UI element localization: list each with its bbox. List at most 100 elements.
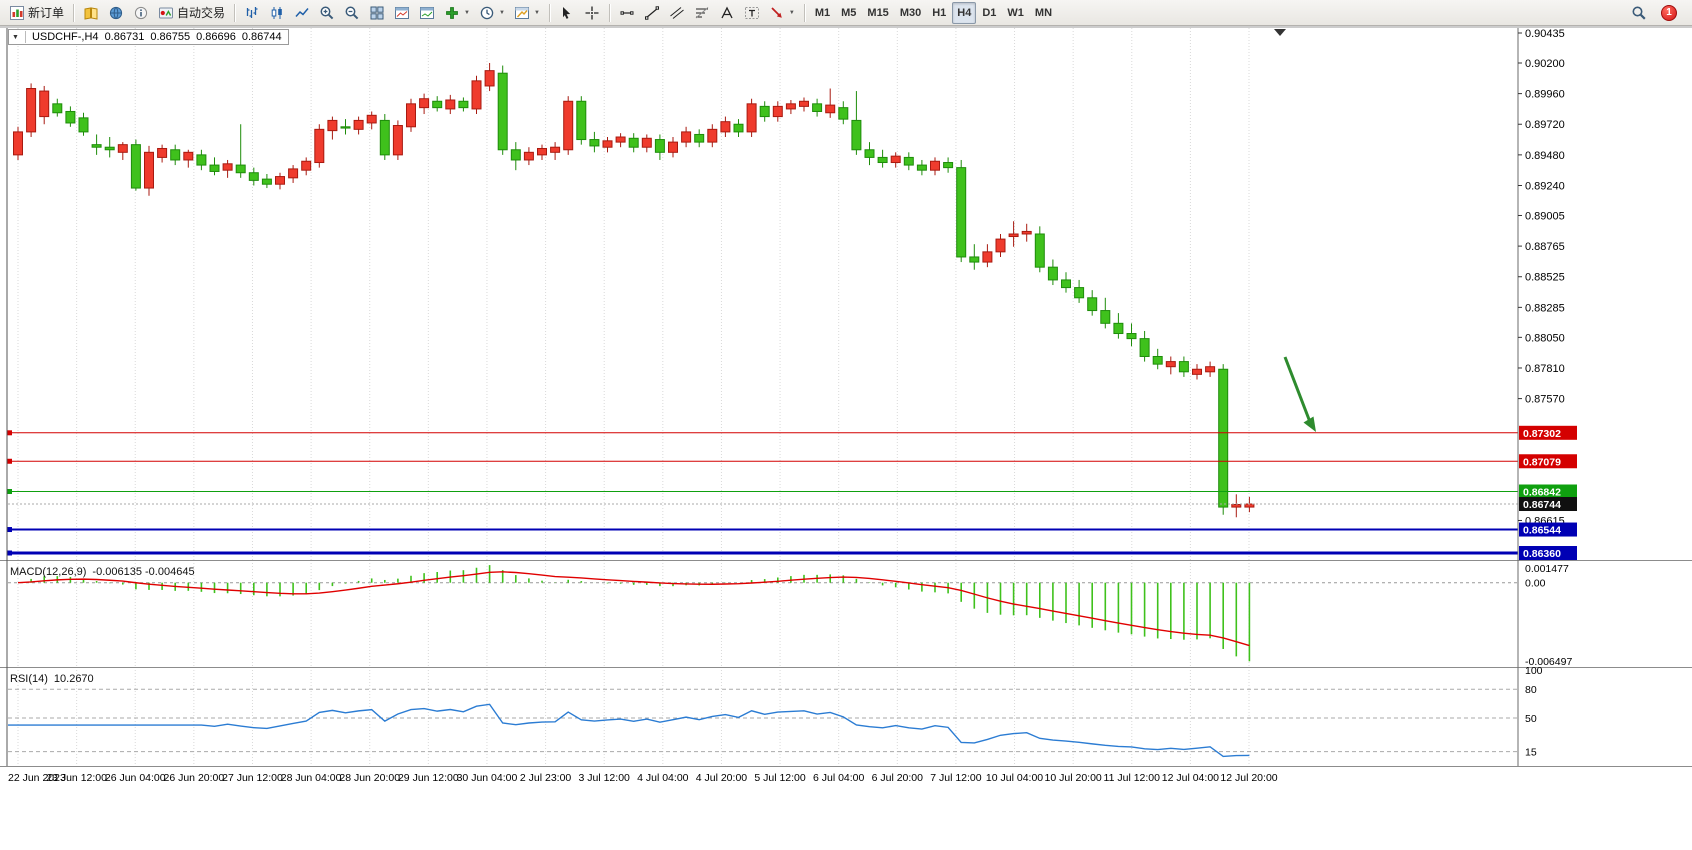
price-tag bbox=[1519, 425, 1577, 440]
bar-chart-mode-button[interactable] bbox=[240, 2, 264, 24]
info-icon bbox=[133, 5, 149, 21]
rsi-name: RSI(14) bbox=[10, 673, 48, 685]
candle-body bbox=[26, 88, 37, 133]
community-button[interactable] bbox=[104, 2, 128, 24]
templates-button[interactable]: ▼ bbox=[510, 2, 544, 24]
template-icon bbox=[514, 5, 530, 21]
arrow-annotation-head[interactable] bbox=[1303, 416, 1317, 433]
timeframe-h4[interactable]: H4 bbox=[952, 1, 977, 24]
candle-body bbox=[668, 141, 678, 153]
timeframe-m5[interactable]: M5 bbox=[836, 2, 861, 24]
chart-profiles-button[interactable] bbox=[415, 2, 439, 24]
new-order-button[interactable]: 新订单 bbox=[5, 2, 68, 24]
candle-body bbox=[523, 151, 534, 161]
candle-body bbox=[484, 70, 495, 87]
label-button[interactable] bbox=[740, 2, 764, 24]
cursor-button[interactable] bbox=[555, 2, 579, 24]
candle-body bbox=[1087, 297, 1098, 312]
tile-windows-button[interactable] bbox=[365, 2, 389, 24]
rsi-indicator-label: RSI(14) 10.2670 bbox=[10, 673, 100, 685]
zoom-out-button[interactable] bbox=[340, 2, 364, 24]
candle-body bbox=[1100, 310, 1111, 324]
timeframe-h1[interactable]: H1 bbox=[927, 2, 951, 24]
candle-body bbox=[537, 147, 547, 156]
candlestick-mode-button[interactable] bbox=[265, 2, 289, 24]
periods-button[interactable]: ▼ bbox=[475, 2, 509, 24]
search-button[interactable] bbox=[1627, 2, 1651, 24]
trendline-button[interactable] bbox=[640, 2, 664, 24]
chart-window-icon bbox=[394, 5, 410, 21]
horizontal-line-icon bbox=[619, 5, 635, 21]
notification-badge[interactable]: 1 bbox=[1661, 4, 1677, 21]
toolbar-right-group: 1 bbox=[1627, 2, 1687, 24]
arrows-button[interactable]: ▼ bbox=[765, 2, 799, 24]
candle-body bbox=[681, 131, 692, 143]
collapse-chart-icon[interactable]: ▼ bbox=[12, 33, 19, 41]
price-axis-label: 0.89240 bbox=[1525, 180, 1565, 192]
price-axis-label: 0.88525 bbox=[1525, 272, 1565, 284]
fibonacci-button[interactable] bbox=[690, 2, 714, 24]
candle-body bbox=[340, 126, 351, 129]
auto-trading-label: 自动交易 bbox=[177, 6, 226, 20]
separator bbox=[608, 3, 610, 22]
price-axis-label: 0.88050 bbox=[1525, 332, 1565, 344]
timeframe-w1[interactable]: W1 bbox=[1002, 2, 1029, 24]
chart-profile-icon bbox=[419, 5, 435, 21]
candle-body bbox=[52, 103, 63, 114]
line-chart-mode-button[interactable] bbox=[290, 2, 314, 24]
candle-body bbox=[392, 125, 403, 156]
chart-title-box[interactable]: ▼ USDCHF-,H4 0.86731 0.86755 0.86696 0.8… bbox=[8, 29, 289, 45]
indicators-button[interactable]: ▼ bbox=[440, 2, 474, 24]
line-handle[interactable] bbox=[7, 430, 12, 436]
line-handle[interactable] bbox=[7, 489, 12, 495]
auto-trading-button[interactable]: 自动交易 bbox=[154, 2, 229, 24]
info-button[interactable] bbox=[129, 2, 153, 24]
new-order-label: 新订单 bbox=[28, 6, 65, 20]
arrow-object-icon bbox=[769, 5, 785, 21]
timeframe-d1[interactable]: D1 bbox=[977, 2, 1001, 24]
date-label: 5 Jul 12:00 bbox=[754, 772, 806, 784]
price-tag bbox=[1519, 546, 1577, 561]
arrow-annotation[interactable] bbox=[1283, 356, 1312, 423]
channel-icon bbox=[669, 5, 685, 21]
separator bbox=[803, 3, 805, 22]
price-axis-label: 0.89960 bbox=[1525, 89, 1565, 101]
timeframe-m15[interactable]: M15 bbox=[862, 2, 893, 24]
timeframe-m1[interactable]: M1 bbox=[810, 2, 835, 24]
rsi-scale-label: 15 bbox=[1525, 747, 1537, 759]
line-handle[interactable] bbox=[7, 527, 12, 533]
globe-icon bbox=[108, 5, 124, 21]
horizontal-line-button[interactable] bbox=[615, 2, 639, 24]
rsi-scale-label: 100 bbox=[1525, 665, 1543, 677]
candle-body bbox=[628, 137, 639, 148]
candle-body bbox=[654, 139, 665, 153]
indicator-plus-icon bbox=[444, 5, 460, 21]
line-handle[interactable] bbox=[7, 458, 12, 464]
timeframe-m30[interactable]: M30 bbox=[895, 2, 926, 24]
clock-icon bbox=[479, 5, 495, 21]
candle-body bbox=[183, 151, 194, 161]
label-icon bbox=[744, 5, 760, 21]
chart-canvas[interactable]: 0.90435 0.90200 0.89960 0.89720 0.89480 0.892… bbox=[0, 26, 1692, 850]
channel-button[interactable] bbox=[665, 2, 689, 24]
candle-body bbox=[353, 119, 364, 130]
candle-body bbox=[248, 172, 259, 181]
crosshair-button[interactable] bbox=[580, 2, 604, 24]
shift-marker-icon[interactable] bbox=[1274, 29, 1286, 36]
macd-scale-min: -0.006497 bbox=[1525, 656, 1572, 668]
date-label: 11 Jul 12:00 bbox=[1104, 772, 1161, 784]
timeframe-mn[interactable]: MN bbox=[1030, 2, 1057, 24]
rsi-line bbox=[8, 703, 1250, 758]
date-label: 26 Jun 04:00 bbox=[105, 772, 166, 784]
zoom-in-button[interactable] bbox=[315, 2, 339, 24]
text-button[interactable] bbox=[715, 2, 739, 24]
cursor-arrow-icon bbox=[559, 5, 575, 21]
new-chart-button[interactable] bbox=[390, 2, 414, 24]
candle-body bbox=[602, 140, 613, 148]
line-chart-icon bbox=[294, 5, 310, 21]
symbol-period-label: USDCHF-,H4 bbox=[31, 31, 99, 43]
chart-window[interactable]: 0.90435 0.90200 0.89960 0.89720 0.89480 0.892… bbox=[0, 26, 1692, 850]
line-handle[interactable] bbox=[7, 550, 12, 556]
market-book-button[interactable] bbox=[79, 2, 103, 24]
dropdown-caret-icon: ▼ bbox=[788, 9, 795, 16]
